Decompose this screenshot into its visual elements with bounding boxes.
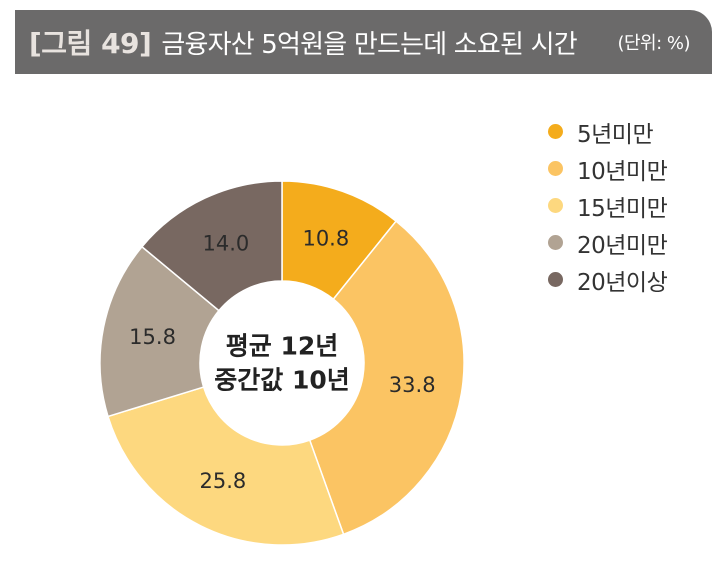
slice-value-label: 14.0 xyxy=(203,232,250,256)
donut-slice-3 xyxy=(107,386,345,546)
legend-swatch xyxy=(548,198,563,213)
legend-label: 5년미만 xyxy=(577,121,654,148)
legend-label: 10년미만 xyxy=(577,158,668,185)
legend-swatch xyxy=(548,124,563,139)
legend-label: 20년이상 xyxy=(577,269,668,296)
figure-title-bar: [그림 49] 금융자산 5억원을 만드는데 소요된 시간 (단위: %) xyxy=(15,10,712,74)
legend-item: 5년미만 xyxy=(548,113,667,150)
legend-item: 15년미만 xyxy=(548,187,668,224)
legend-swatch xyxy=(548,272,563,287)
legend-swatch xyxy=(548,235,563,250)
legend-item: 20년미만 xyxy=(548,224,668,261)
unit-label: (단위: %) xyxy=(617,33,690,54)
center-median-label: 중간값 10년 xyxy=(214,366,350,395)
donut-slice-5 xyxy=(140,180,283,312)
figure-number: [그림 49] xyxy=(29,27,152,60)
slice-value-label: 25.8 xyxy=(200,469,247,493)
chart-legend: 5년미만 10년미만 15년미만 20년미만 20년이상 xyxy=(548,113,668,298)
legend-item: 10년미만 xyxy=(548,150,668,187)
legend-item: 20년이상 xyxy=(548,261,668,298)
legend-swatch xyxy=(548,161,563,176)
figure-title: 금융자산 5억원을 만드는데 소요된 시간 xyxy=(161,29,577,60)
slice-value-label: 10.8 xyxy=(302,226,349,250)
center-average-label: 평균 12년 xyxy=(226,332,339,361)
slice-value-label: 15.8 xyxy=(129,325,176,349)
donut-slice-4 xyxy=(99,245,220,418)
legend-label: 15년미만 xyxy=(577,195,668,222)
legend-label: 20년미만 xyxy=(577,232,668,259)
donut-slice-2 xyxy=(308,220,465,536)
slice-value-label: 33.8 xyxy=(389,373,436,397)
